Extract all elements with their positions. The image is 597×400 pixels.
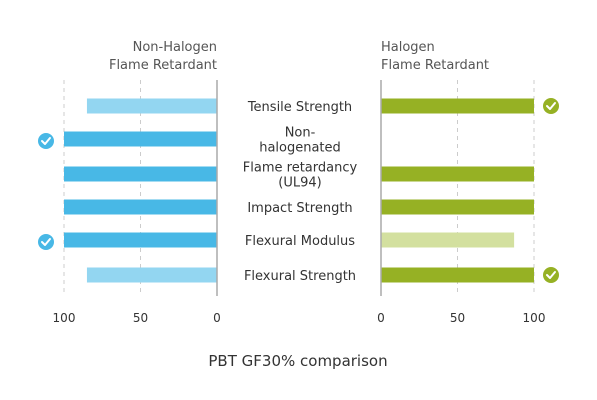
checkmark-icon [546,271,556,279]
left-tick-label: 50 [133,311,148,325]
right-bar [381,267,534,283]
right-tick-label: 100 [523,311,546,325]
category-label: Impact Strength [247,201,352,216]
right-tick-label: 0 [377,311,385,325]
left-panel-title: Non-Halogen [133,40,217,55]
check-circle-icon [543,98,559,114]
left-bar [64,199,217,215]
right-bar [381,199,534,215]
category-label: halogenated [259,141,341,156]
check-circle-icon [38,133,54,149]
check-circle-icon [38,234,54,250]
check-circle-icon [543,267,559,283]
chart-title: PBT GF30% comparison [208,352,387,370]
right-bar [381,98,534,114]
category-label: Flexural Strength [244,269,356,284]
category-label: Flame retardancy [243,161,358,176]
right-bar [381,166,534,182]
left-tick-label: 100 [53,311,76,325]
checkmark-icon [546,102,556,110]
right-bar [381,232,515,248]
left-bar [64,131,217,147]
left-bar [64,166,217,182]
right-panel-title: Halogen [381,40,435,55]
category-label: Non- [285,126,316,141]
category-label: (UL94) [278,176,321,191]
left-bar [86,267,217,283]
left-bar [86,98,217,114]
left-bar [64,232,217,248]
right-tick-label: 50 [450,311,465,325]
left-panel-title: Flame Retardant [109,58,217,73]
checkmark-icon [41,137,51,145]
right-panel-title: Flame Retardant [381,58,489,73]
category-label: Tensile Strength [247,100,352,115]
left-tick-label: 0 [213,311,221,325]
category-label: Flexural Modulus [245,234,355,249]
checkmark-icon [41,238,51,246]
